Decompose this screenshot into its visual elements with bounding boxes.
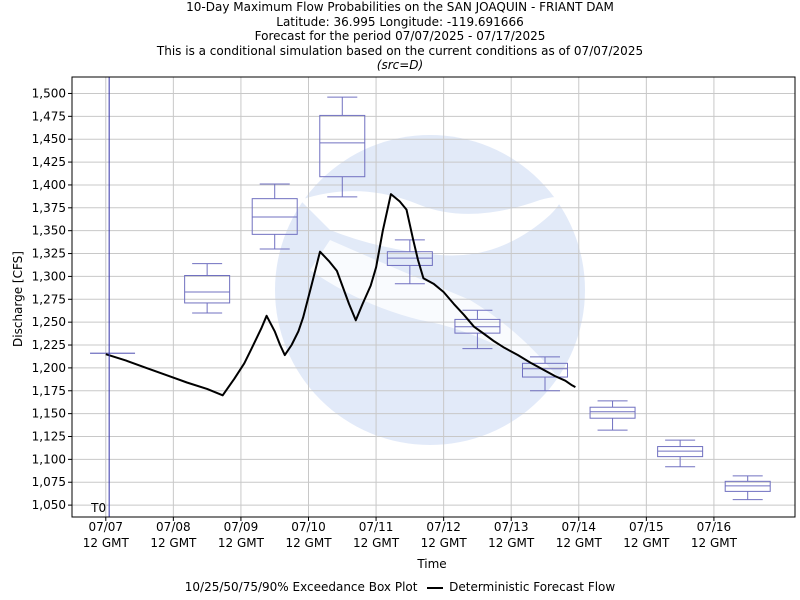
deterministic-forecast-line (105, 193, 576, 397)
box-plot-series (90, 96, 771, 501)
chart-title-line-4: This is a conditional simulation based o… (156, 43, 644, 58)
x-tick-label-date: 07/15 (629, 520, 664, 534)
y-tick-label: 1,100 (32, 452, 66, 466)
y-tick-label: 1,475 (32, 109, 66, 123)
x-tick-label-date: 07/11 (359, 520, 394, 534)
y-tick-label: 1,275 (32, 292, 66, 306)
x-tick-label-date: 07/08 (156, 520, 191, 534)
plot-grid (72, 77, 795, 517)
x-tick-label-time: 12 GMT (421, 536, 468, 550)
x-tick-label-date: 07/09 (224, 520, 259, 534)
y-tick-label: 1,225 (32, 338, 66, 352)
chart-legend: 10/25/50/75/90% Exceedance Box Plot Dete… (0, 580, 800, 594)
box-plot (589, 400, 636, 431)
x-tick-label-time: 12 GMT (218, 536, 265, 550)
y-tick-label: 1,425 (32, 155, 66, 169)
plot-border (71, 76, 796, 518)
box-plot (521, 356, 568, 392)
box-plot (319, 96, 366, 198)
y-tick-label: 1,075 (32, 475, 66, 489)
t0-label: T0 (90, 501, 106, 515)
y-tick-label: 1,125 (32, 430, 66, 444)
deterministic-forecast-series (105, 193, 576, 397)
box-iqr (184, 275, 231, 304)
x-tick-label-date: 07/13 (494, 520, 529, 534)
legend-line-label: Deterministic Forecast Flow (449, 580, 616, 594)
y-tick-label: 1,175 (32, 384, 66, 398)
x-tick-label-time: 12 GMT (623, 536, 670, 550)
box-iqr (589, 406, 636, 419)
x-tick-label-time: 12 GMT (488, 536, 535, 550)
box-plot (184, 263, 231, 314)
box-plot (454, 309, 501, 350)
y-tick-label: 1,400 (32, 178, 66, 192)
y-tick-label: 1,375 (32, 201, 66, 215)
legend-line-swatch (427, 586, 444, 589)
box-plot (251, 183, 298, 250)
chart-title-line-1: 10-Day Maximum Flow Probabilities on the… (186, 0, 614, 14)
x-tick-label-time: 12 GMT (150, 536, 197, 550)
box-iqr (319, 114, 366, 178)
y-tick-label: 1,500 (32, 86, 66, 100)
x-tick-label-time: 12 GMT (556, 536, 603, 550)
y-axis-ticks: 1,050 1,075 1,100 1,125 1,150 1,175 1,200 1,225… (32, 86, 72, 512)
box-plot (386, 239, 433, 285)
box-plot (724, 475, 771, 501)
box-iqr (521, 362, 568, 378)
y-axis-title: Discharge [CFS] (11, 251, 25, 347)
x-axis-title: Time (416, 557, 446, 571)
y-tick-label: 1,200 (32, 361, 66, 375)
x-tick-label-date: 07/12 (426, 520, 461, 534)
y-tick-label: 1,050 (32, 498, 66, 512)
y-tick-label: 1,325 (32, 247, 66, 261)
x-tick-label-date: 07/10 (291, 520, 326, 534)
y-tick-label: 1,350 (32, 224, 66, 238)
noaa-watermark-logo (275, 135, 585, 445)
y-tick-label: 1,300 (32, 269, 66, 283)
x-tick-label-date: 07/14 (561, 520, 596, 534)
x-tick-label-time: 12 GMT (83, 536, 130, 550)
x-tick-label-time: 12 GMT (353, 536, 400, 550)
y-tick-label: 1,450 (32, 132, 66, 146)
x-axis-ticks: 07/07 12 GMT 07/08 12 GMT 07/09 12 GMT 07/10 12… (83, 517, 738, 550)
t0-marker: T0 (90, 77, 110, 517)
chart-title-line-3: Forecast for the period 07/07/2025 - 07/… (254, 29, 546, 44)
chart-title-line-2: Latitude: 36.995 Longitude: -119.691666 (276, 14, 524, 29)
box-plot (657, 439, 704, 468)
chart-subtitle: (src=D) (376, 58, 424, 73)
x-tick-label-date: 07/07 (88, 520, 123, 534)
plot-frame (71, 76, 796, 518)
y-tick-label: 1,250 (32, 315, 66, 329)
chart-title-block: 10-Day Maximum Flow Probabilities on the… (0, 0, 800, 73)
legend-box-label: 10/25/50/75/90% Exceedance Box Plot (184, 580, 418, 594)
x-tick-label-date: 07/16 (697, 520, 732, 534)
x-tick-label-time: 12 GMT (691, 536, 738, 550)
x-tick-label-time: 12 GMT (285, 536, 332, 550)
y-tick-label: 1,150 (32, 407, 66, 421)
